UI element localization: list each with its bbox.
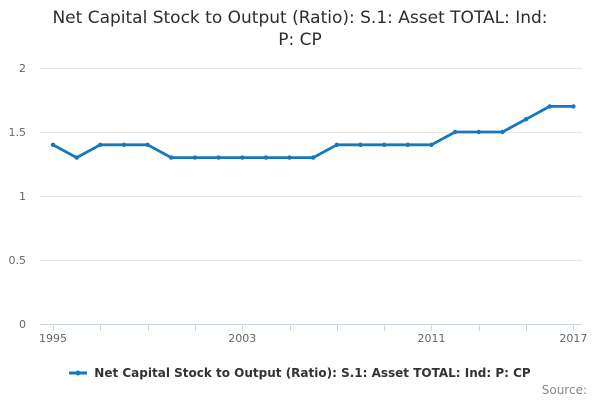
data-point[interactable] <box>216 155 221 160</box>
plot-area[interactable]: 0 0.5 1 1.5 2 1995 2003 2011 2017 <box>0 0 600 360</box>
data-point[interactable] <box>145 142 150 147</box>
data-point[interactable] <box>500 129 505 135</box>
data-point[interactable] <box>98 142 103 147</box>
data-point[interactable] <box>476 129 481 135</box>
data-point[interactable] <box>405 142 411 147</box>
data-point[interactable] <box>571 104 576 109</box>
y-axis-label: 1 <box>19 190 26 203</box>
source-label: Source: <box>541 383 587 397</box>
data-point[interactable] <box>429 142 434 147</box>
data-point[interactable] <box>287 155 292 160</box>
y-axis-label: 1.5 <box>9 126 27 139</box>
x-axis-label: 2011 <box>417 332 445 345</box>
data-point[interactable] <box>547 104 552 109</box>
data-point[interactable] <box>263 155 269 160</box>
x-axis-label: 2017 <box>559 332 587 345</box>
data-point[interactable] <box>452 129 458 135</box>
data-point[interactable] <box>358 142 363 147</box>
data-point[interactable] <box>169 155 174 160</box>
y-axis-label: 2 <box>19 62 26 75</box>
data-point[interactable] <box>74 155 79 160</box>
data-point[interactable] <box>192 155 198 160</box>
chart-title-line-1: Net Capital Stock to Output (Ratio): S.1… <box>52 8 548 28</box>
x-axis-label: 2003 <box>228 332 256 345</box>
legend-label: Net Capital Stock to Output (Ratio): S.1… <box>94 366 531 380</box>
x-axis-label: 1995 <box>39 332 67 345</box>
y-axis-label: 0.5 <box>9 254 27 267</box>
legend[interactable]: Net Capital Stock to Output (Ratio): S.1… <box>0 364 600 382</box>
data-point[interactable] <box>121 142 127 147</box>
chart-title: Net Capital Stock to Output (Ratio): S.1… <box>0 7 600 51</box>
legend-dot-icon <box>75 370 81 376</box>
legend-marker-icon <box>69 370 88 376</box>
chart-title-line-2: P: CP <box>278 30 322 50</box>
y-axis-label: 0 <box>19 318 26 331</box>
data-point[interactable] <box>381 142 387 147</box>
data-point[interactable] <box>523 117 529 122</box>
data-point[interactable] <box>334 142 340 147</box>
data-point[interactable] <box>50 142 56 147</box>
data-point[interactable] <box>311 155 316 160</box>
data-point[interactable] <box>240 155 245 160</box>
